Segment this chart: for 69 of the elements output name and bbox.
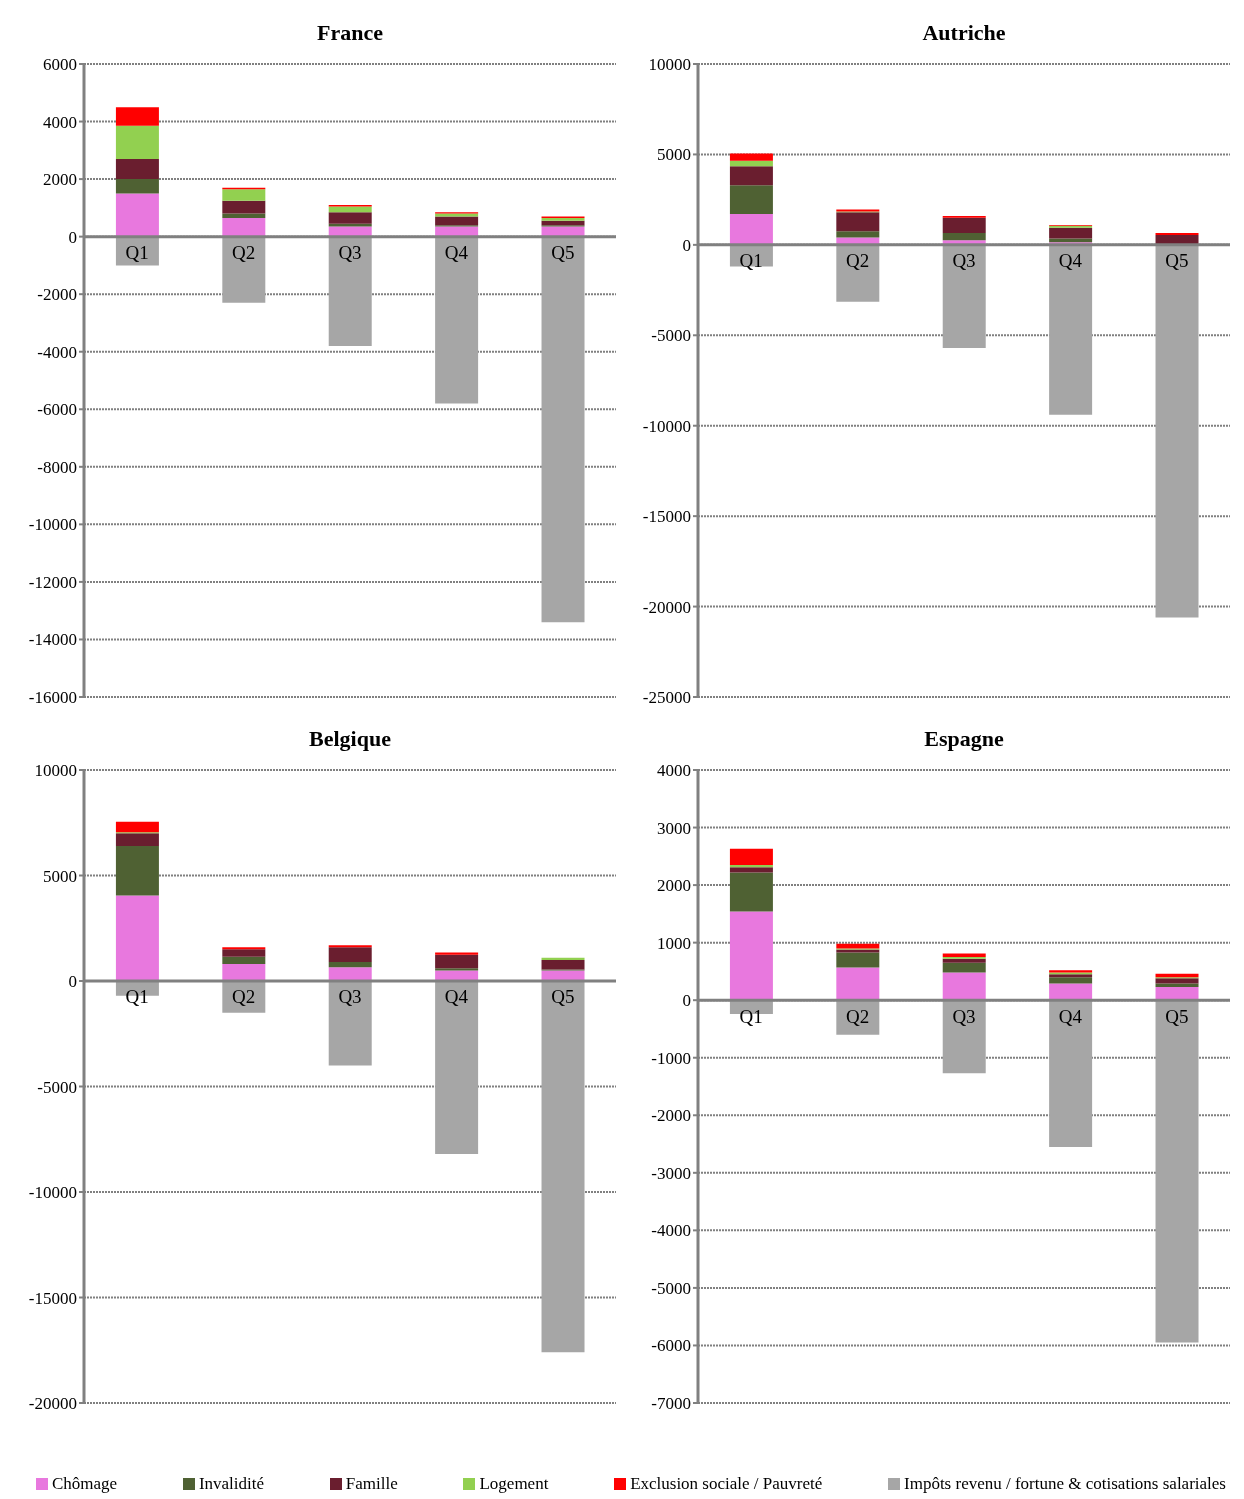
legend-label: Chômage — [52, 1474, 118, 1494]
chart-title: Autriche — [921, 20, 1007, 46]
x-tick-label: Q2 — [231, 986, 256, 1008]
y-tick-label: 4000 — [657, 761, 691, 781]
y-tick-label: -8000 — [37, 457, 77, 477]
y-tick-label: 2000 — [657, 876, 691, 896]
y-tick-label: 6000 — [43, 55, 77, 75]
x-tick-label: Q5 — [551, 986, 575, 1008]
y-tick-label: -10000 — [28, 1183, 77, 1203]
legend-label: Invalidité — [198, 1474, 265, 1494]
x-tick-label: Q5 — [1165, 1005, 1189, 1027]
y-tick-label: -15000 — [642, 507, 691, 527]
x-tick-label: Q4 — [1058, 1005, 1083, 1027]
x-tick-label: Q3 — [338, 241, 362, 263]
y-tick-label: -5000 — [37, 1077, 77, 1097]
y-tick-label: -5000 — [651, 1278, 691, 1298]
y-tick-label: -6000 — [37, 400, 77, 420]
y-tick-label: -7000 — [651, 1394, 691, 1414]
legend-label: Exclusion sociale / Pauvreté — [630, 1474, 823, 1494]
chart-title: Belgique — [308, 726, 392, 752]
y-tick-label: -10000 — [642, 416, 691, 436]
legend-label: Logement — [479, 1474, 549, 1494]
y-tick-label: 3000 — [657, 818, 691, 838]
x-tick-label: Q3 — [952, 1005, 976, 1027]
y-tick-label: -1000 — [651, 1048, 691, 1068]
y-tick-label: 2000 — [43, 170, 77, 190]
x-tick-label: Q2 — [845, 250, 870, 272]
y-tick-label: -4000 — [651, 1221, 691, 1241]
y-tick-label: 4000 — [43, 112, 77, 132]
x-tick-label: Q1 — [739, 1005, 763, 1027]
y-tick-label: -4000 — [37, 342, 77, 362]
x-tick-label: Q5 — [1165, 250, 1189, 272]
x-tick-label: Q2 — [231, 241, 256, 263]
chart-title: France — [316, 20, 384, 46]
x-tick-label: Q1 — [125, 986, 149, 1008]
x-tick-label: Q4 — [444, 986, 469, 1008]
y-tick-label: 0 — [682, 991, 691, 1011]
x-tick-label: Q1 — [125, 241, 149, 263]
y-tick-label: 5000 — [43, 866, 77, 886]
y-tick-label: -6000 — [651, 1336, 691, 1356]
y-tick-label: -3000 — [651, 1163, 691, 1183]
legend-label: Impôts revenu / fortune & cotisations salariales — [904, 1474, 1226, 1494]
y-tick-label: -2000 — [37, 285, 77, 305]
y-tick-label: -20000 — [28, 1394, 77, 1414]
y-tick-label: 10000 — [648, 55, 691, 75]
y-tick-label: -15000 — [28, 1288, 77, 1308]
x-tick-label: Q4 — [444, 241, 469, 263]
x-tick-label: Q2 — [845, 1005, 870, 1027]
x-tick-label: Q5 — [551, 241, 575, 263]
y-tick-label: 1000 — [657, 933, 691, 953]
legend-label: Famille — [345, 1474, 398, 1494]
x-tick-label: Q3 — [952, 250, 976, 272]
x-tick-label: Q1 — [739, 250, 763, 272]
y-tick-label: -5000 — [651, 326, 691, 346]
x-tick-label: Q3 — [338, 986, 362, 1008]
y-tick-label: -16000 — [28, 688, 77, 708]
y-tick-label: -10000 — [28, 515, 77, 535]
y-tick-label: 10000 — [34, 761, 77, 781]
y-tick-label: -2000 — [651, 1106, 691, 1126]
chart-title: Espagne — [923, 726, 1005, 752]
y-tick-label: 0 — [68, 227, 77, 247]
y-tick-label: -14000 — [28, 630, 77, 650]
x-tick-label: Q4 — [1058, 250, 1083, 272]
y-tick-label: -20000 — [642, 597, 691, 617]
y-tick-label: 0 — [68, 972, 77, 992]
y-tick-label: -25000 — [642, 688, 691, 708]
y-tick-label: 0 — [682, 235, 691, 255]
y-tick-label: 5000 — [657, 145, 691, 165]
y-tick-label: -12000 — [28, 572, 77, 592]
